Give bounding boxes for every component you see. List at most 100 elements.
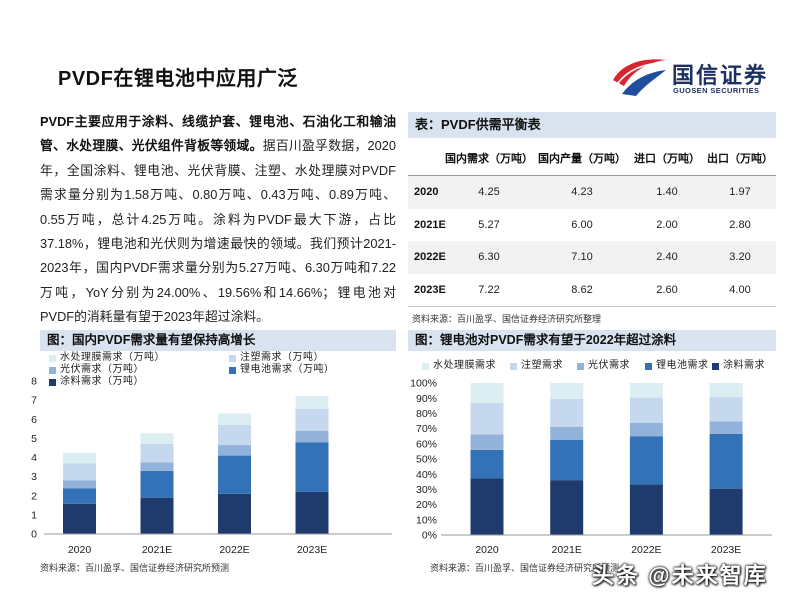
bar-segment-2023e-series-3	[295, 408, 329, 431]
intro-line: 37.18%，锂电池和光伏则为增速最快的领域。我们预计2021-	[40, 232, 396, 256]
bar-segment-2022e-series-4	[629, 383, 663, 398]
y-tick-label: 1	[31, 509, 37, 521]
table-header-cell: 出口（万吨）	[707, 153, 773, 165]
bar-segment-2020-series-4	[470, 383, 504, 403]
y-tick-label: 5	[31, 433, 37, 445]
x-tick-label: 2021E	[552, 544, 582, 556]
bar-segment-2020-series-1	[63, 488, 96, 504]
legend-item: 光伏需求（万吨）	[46, 364, 226, 376]
table-cell: 2.60	[656, 283, 678, 296]
legend-item: 水处理膜需求（万吨）	[46, 352, 226, 364]
bar-segment-2020-series-2	[63, 480, 96, 489]
intro-line-text: 2023年，国内PVDF需求量分别为5.27万吨、6.30万吨和7.22	[40, 260, 396, 276]
table-cell: 2.00	[656, 218, 678, 231]
intro-line-text: 需求量分别为1.58万吨、0.80万吨、0.43万吨、0.89万吨、	[40, 187, 396, 203]
row-label: 2023E	[414, 283, 446, 296]
bar-segment-2020-series-2	[470, 434, 504, 450]
bar-segment-2023e-series-1	[709, 433, 743, 489]
table-title: 表：PVDF供需平衡表	[408, 112, 776, 138]
intro-line: 万吨，YoY分别为24.00%、19.56%和14.66%；锂电池对	[40, 281, 396, 305]
legend-swatch	[229, 366, 236, 374]
bar-segment-2023e-series-2	[295, 430, 329, 443]
bar-segment-2023e-series-2	[709, 421, 743, 434]
bar-segment-2021e-series-1	[550, 439, 584, 481]
intro-paragraph: PVDF主要应用于涂料、线缆护套、锂电池、石油化工和输油 管、水处理膜、光伏组件…	[40, 110, 396, 330]
bar-segment-2021e-series-4	[140, 433, 174, 444]
bar-segment-2020-series-3	[63, 463, 96, 481]
chart-left-source: 资料来源：百川盈孚、国信证券经济研究所预测	[40, 563, 230, 573]
intro-line-bold: 管、水处理膜、光伏组件背板等领域。	[40, 138, 263, 154]
chart-left-title: 图：国内PVDF需求量有望保持高增长	[40, 330, 396, 351]
bar-segment-2021e-series-2	[140, 462, 174, 471]
legend-item: 涂料需求（万吨）	[46, 376, 226, 388]
table-cell: 6.30	[478, 251, 500, 263]
y-tick-label: 6	[31, 414, 37, 426]
bar-segment-2022e-series-1	[629, 436, 663, 485]
table-header-cell: 进口（万吨）	[634, 153, 700, 165]
bar-segment-2023e-series-4	[295, 395, 329, 409]
legend-swatch	[577, 362, 584, 370]
bar-segment-2022e-series-3	[629, 397, 663, 423]
table-header-cell: 国内需求（万吨）	[445, 153, 533, 165]
bar-segment-2022e-series-1	[218, 455, 251, 494]
table-cell: 1.40	[656, 186, 678, 198]
table-cell: 4.25	[478, 186, 500, 198]
y-tick-label: 10%	[416, 514, 437, 526]
y-tick-label: 30%	[416, 484, 437, 496]
intro-line-bold: PVDF主要应用于涂料、线缆护套、锂电池、石油化工和输油	[40, 114, 396, 129]
y-tick-label: 0	[31, 529, 37, 541]
x-tick-label: 2020	[68, 544, 92, 556]
legend-swatch	[510, 362, 517, 370]
bar-segment-2022e-series-0	[218, 493, 251, 534]
bar-segment-2020-series-0	[470, 478, 504, 535]
x-tick-label: 2022E	[631, 544, 661, 556]
bar-segment-2023e-series-1	[295, 442, 329, 492]
page-title: PVDF在锂电池中应用广泛	[58, 68, 298, 90]
legend-item: 注塑需求	[507, 360, 563, 372]
table-source: 资料来源：百川盈孚、国信证券经济研究所整理	[412, 314, 602, 324]
table-cell: 1.97	[729, 186, 751, 198]
bar-segment-2020-series-0	[63, 503, 96, 534]
legend-item: 光伏需求	[574, 360, 630, 372]
table-row: 2021E 5.27 6.00 2.00 2.80	[408, 209, 776, 242]
logo-wordmark-cn: 国信证券	[672, 63, 769, 88]
demand-share-stacked-bar-chart: 0% 10% 20% 30% 40% 50% 60% 70% 80% 90% 100% 2020 202…	[410, 378, 772, 556]
table-cell: 5.27	[478, 218, 500, 231]
bar-segment-2021e-series-4	[550, 383, 584, 399]
legend-swatch	[422, 362, 429, 370]
supply-demand-table: 国内需求（万吨） 国内产量（万吨） 进口（万吨） 出口（万吨） 2020 4.2…	[408, 146, 776, 307]
chart-right-source: 资料来源：百川盈孚、国信证券经济研究所预测	[430, 563, 620, 573]
legend-label: 注塑需求	[521, 360, 563, 371]
legend-label: 水处理膜需求（万吨）	[60, 352, 165, 363]
y-tick-label: 60%	[416, 438, 437, 450]
y-tick-label: 70%	[416, 423, 437, 435]
bar-segment-2021e-series-2	[550, 426, 584, 440]
row-label: 2020	[414, 186, 439, 198]
domestic-demand-stacked-bar-chart: 0 1 2 3 4 5 6 7 8 2020 2021E 2022E 2023E	[31, 376, 392, 556]
table-cell: 8.62	[571, 283, 593, 296]
y-tick-label: 100%	[410, 378, 437, 390]
bar-segment-2020-series-3	[470, 402, 504, 435]
intro-line: 0.55万吨，总计4.25万吨。涂料为PVDF最大下游，占比	[40, 208, 396, 232]
table-cell: 3.20	[729, 251, 751, 263]
guosen-logo-icon	[613, 59, 666, 96]
bar-segment-2021e-series-3	[550, 398, 584, 427]
bar-segment-2022e-series-0	[629, 484, 663, 535]
chart-left-legend: 水处理膜需求（万吨） 注塑需求（万吨） 光伏需求（万吨） 锂电池需求（万吨） 涂…	[46, 352, 391, 388]
bar-segment-2020-series-1	[470, 449, 504, 479]
bar-segment-2023e-series-0	[709, 488, 743, 535]
watermark: 头条 @未来智库	[592, 563, 768, 588]
table-cell: 2.80	[729, 218, 751, 231]
x-tick-label: 2023E	[711, 544, 741, 556]
legend-item: 涂料需求	[709, 360, 765, 372]
legend-label: 锂电池需求	[656, 360, 709, 371]
intro-line-text: PVDF的消耗量有望于2023年超过涂料。	[40, 309, 269, 325]
x-tick-label: 2022E	[219, 544, 249, 556]
intro-line: 管、水处理膜、光伏组件背板等领域。据百川盈孚数据，2020	[40, 134, 396, 158]
intro-line-text: 0.55万吨，总计4.25万吨。涂料为PVDF最大下游，占比	[40, 211, 396, 227]
bar-segment-2021e-series-3	[140, 443, 174, 463]
table-row: 2023E 7.22 8.62 2.60 4.00	[408, 274, 776, 307]
table-cell: 7.22	[478, 283, 500, 296]
y-tick-label: 40%	[416, 469, 437, 481]
table-header-row: 国内需求（万吨） 国内产量（万吨） 进口（万吨） 出口（万吨）	[408, 146, 776, 176]
